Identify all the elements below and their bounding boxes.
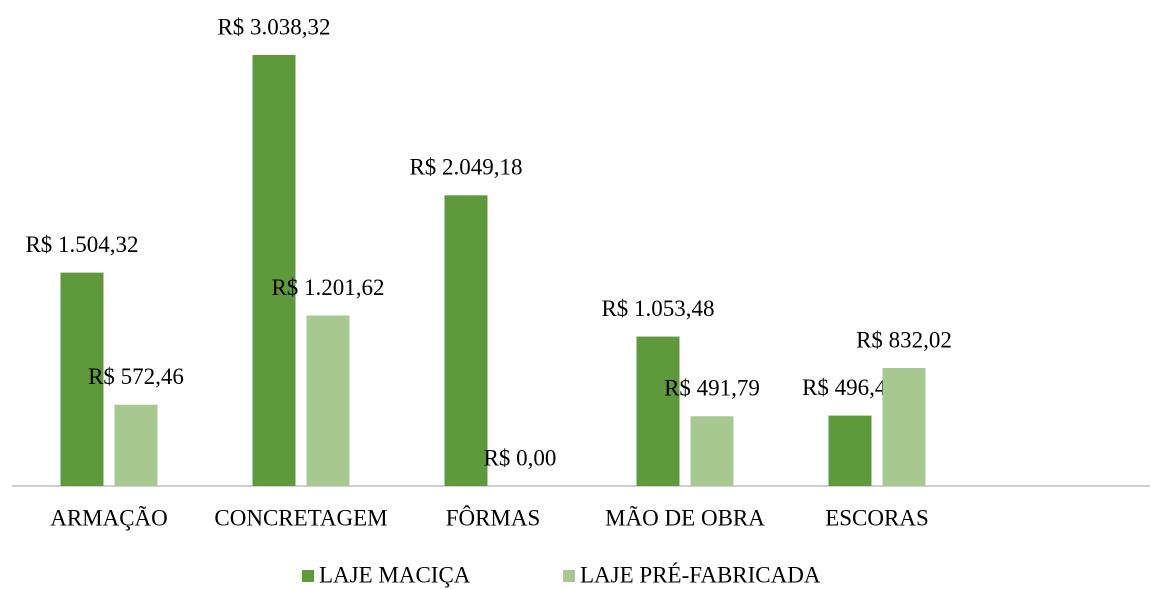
bar (690, 416, 734, 486)
data-label: R$ 832,02 (856, 327, 952, 352)
legend-label: LAJE MACIÇA (319, 562, 471, 587)
data-label: R$ 0,00 (484, 445, 557, 470)
data-label: R$ 491,79 (664, 376, 760, 401)
legend-swatch (563, 570, 575, 582)
x-tick-label: MÃO DE OBRA (605, 505, 765, 530)
bar (306, 315, 350, 486)
x-tick-label: ARMAÇÃO (50, 505, 168, 530)
data-label: R$ 496,44 (802, 375, 898, 400)
data-label: R$ 1.504,32 (25, 232, 138, 257)
x-tick-label: ESCORAS (825, 505, 929, 530)
data-label: R$ 1.053,48 (601, 296, 714, 321)
data-label: R$ 3.038,32 (217, 14, 330, 39)
bar (114, 404, 158, 486)
bar (444, 195, 488, 487)
data-label: R$ 572,46 (88, 364, 184, 389)
bar (828, 415, 872, 486)
bar (252, 55, 296, 486)
x-tick-label: CONCRETAGEM (214, 505, 387, 530)
data-label: R$ 1.201,62 (271, 275, 384, 300)
x-tick-label: FÔRMAS (446, 504, 541, 530)
bar (60, 272, 104, 486)
legend-swatch (302, 570, 314, 582)
data-label: R$ 2.049,18 (409, 155, 522, 180)
bar (882, 367, 926, 486)
bar (636, 336, 680, 486)
legend-label: LAJE PRÉ-FABRICADA (580, 562, 821, 587)
